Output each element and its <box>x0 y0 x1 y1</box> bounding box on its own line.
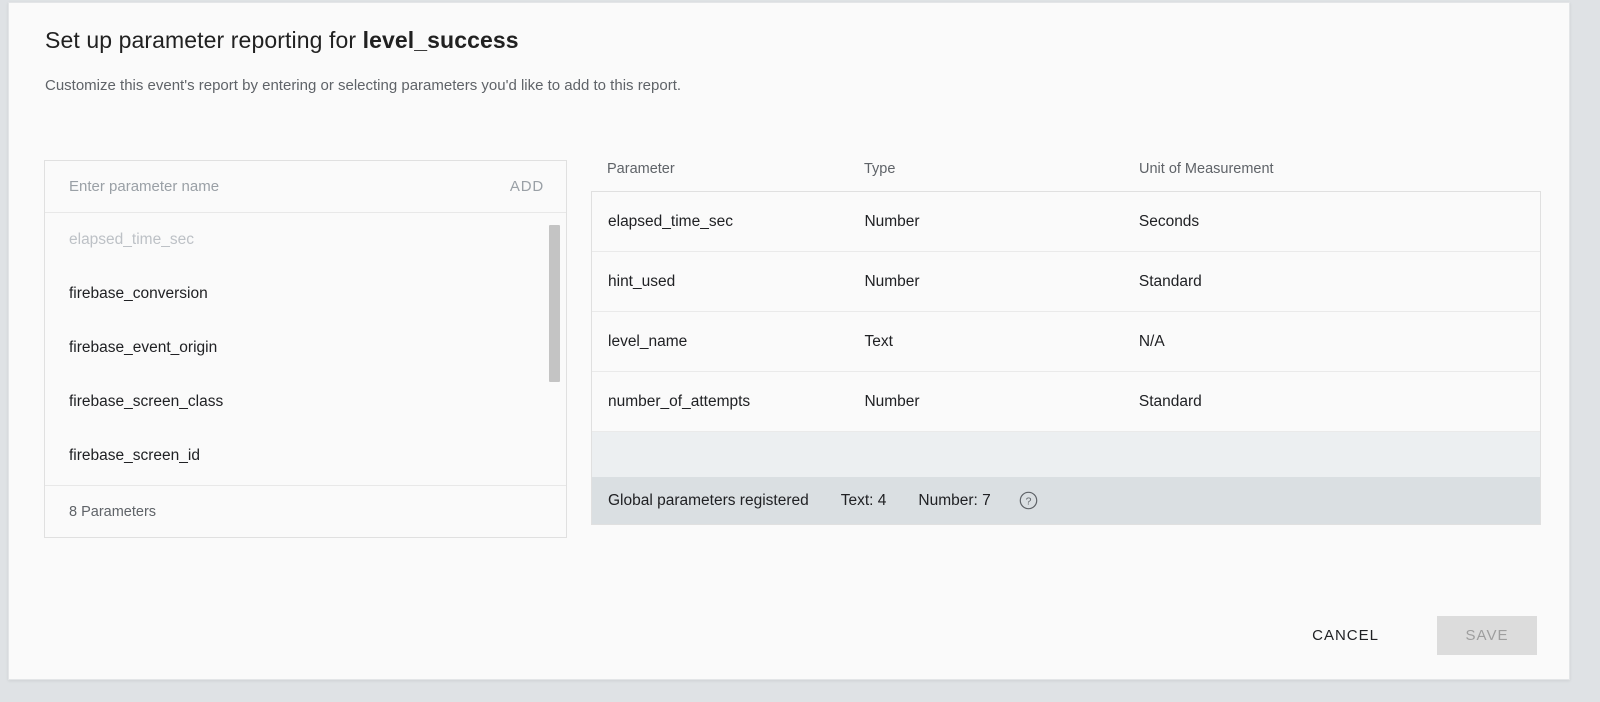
cell-parameter: hint_used <box>608 272 676 290</box>
parameter-picker-panel: ADD elapsed_time_sec firebase_conversion… <box>44 160 567 538</box>
cell-unit: Standard <box>1138 272 1202 290</box>
list-item[interactable]: firebase_screen_id <box>69 447 200 464</box>
table-body: elapsed_time_sec Number Seconds hint_use… <box>591 191 1541 525</box>
cancel-button[interactable]: CANCEL <box>1296 617 1395 654</box>
cell-type: Text <box>864 332 893 350</box>
page-title-event-name: level_success <box>362 27 519 53</box>
parameter-count-label: 8 Parameters <box>69 503 157 520</box>
column-header-parameter: Parameter <box>607 161 675 177</box>
parameters-table: Parameter Type Unit of Measurement elaps… <box>591 155 1541 525</box>
cell-unit: Standard <box>1138 392 1202 410</box>
dialog-action-bar: CANCEL SAVE <box>1296 616 1537 655</box>
table-row[interactable]: elapsed_time_sec Number Seconds <box>592 192 1540 252</box>
add-parameter-button[interactable]: ADD <box>509 178 544 195</box>
cell-parameter: elapsed_time_sec <box>608 212 733 230</box>
list-item[interactable]: elapsed_time_sec <box>69 231 194 248</box>
svg-text:?: ? <box>1025 495 1031 507</box>
parameter-name-input[interactable] <box>45 161 500 212</box>
cell-unit: Seconds <box>1138 212 1200 230</box>
column-header-unit: Unit of Measurement <box>1139 161 1274 177</box>
cell-parameter: number_of_attempts <box>608 392 751 410</box>
list-scrollbar-thumb[interactable] <box>549 225 560 382</box>
list-item[interactable]: firebase_event_origin <box>69 339 218 356</box>
parameter-suggestion-list[interactable]: elapsed_time_sec firebase_conversion fir… <box>45 213 566 485</box>
global-text-count: Text: 4 <box>840 491 887 509</box>
save-button[interactable]: SAVE <box>1437 616 1537 655</box>
cell-unit: N/A <box>1138 332 1165 350</box>
help-circle-icon[interactable]: ? <box>1019 491 1038 510</box>
table-row[interactable]: hint_used Number Standard <box>592 252 1540 312</box>
parameter-input-row: ADD <box>45 161 566 213</box>
global-parameters-label: Global parameters registered <box>608 491 809 509</box>
parameter-reporting-dialog: Set up parameter reporting for level_suc… <box>8 2 1570 680</box>
table-row[interactable]: level_name Text N/A <box>592 312 1540 372</box>
global-number-count: Number: 7 <box>918 491 991 509</box>
list-scrollbar-track[interactable] <box>549 213 563 485</box>
table-row-empty <box>592 432 1540 477</box>
list-item[interactable]: firebase_conversion <box>69 285 208 302</box>
cell-type: Number <box>864 392 920 410</box>
global-parameters-row: Global parameters registered Text: 4 Num… <box>592 477 1540 524</box>
cell-parameter: level_name <box>608 332 688 350</box>
page-title: Set up parameter reporting for level_suc… <box>45 27 519 54</box>
list-item[interactable]: firebase_screen_class <box>69 393 224 410</box>
table-row[interactable]: number_of_attempts Number Standard <box>592 372 1540 432</box>
cell-type: Number <box>864 212 920 230</box>
parameter-count-footer: 8 Parameters <box>45 485 566 537</box>
page-title-prefix: Set up parameter reporting for <box>45 27 363 53</box>
column-header-type: Type <box>864 161 896 177</box>
table-header-row: Parameter Type Unit of Measurement <box>591 155 1541 191</box>
dialog-subtitle: Customize this event's report by enterin… <box>45 77 682 94</box>
cell-type: Number <box>864 272 920 290</box>
